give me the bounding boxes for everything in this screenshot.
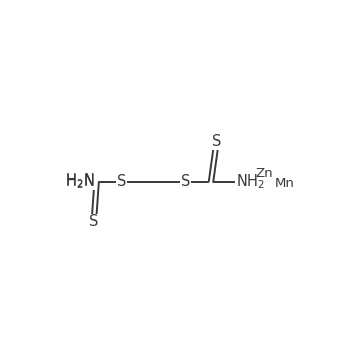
Text: S: S	[181, 174, 190, 189]
Text: H$_2$N: H$_2$N	[66, 171, 95, 190]
Text: Mn: Mn	[275, 177, 295, 190]
Text: Zn: Zn	[256, 167, 273, 180]
Text: NH$_2$: NH$_2$	[236, 172, 265, 191]
Text: S: S	[212, 134, 221, 149]
Text: S: S	[89, 215, 99, 229]
Text: H: H	[66, 173, 76, 188]
Text: S: S	[117, 174, 126, 189]
Text: H$_2$N: H$_2$N	[64, 172, 94, 191]
